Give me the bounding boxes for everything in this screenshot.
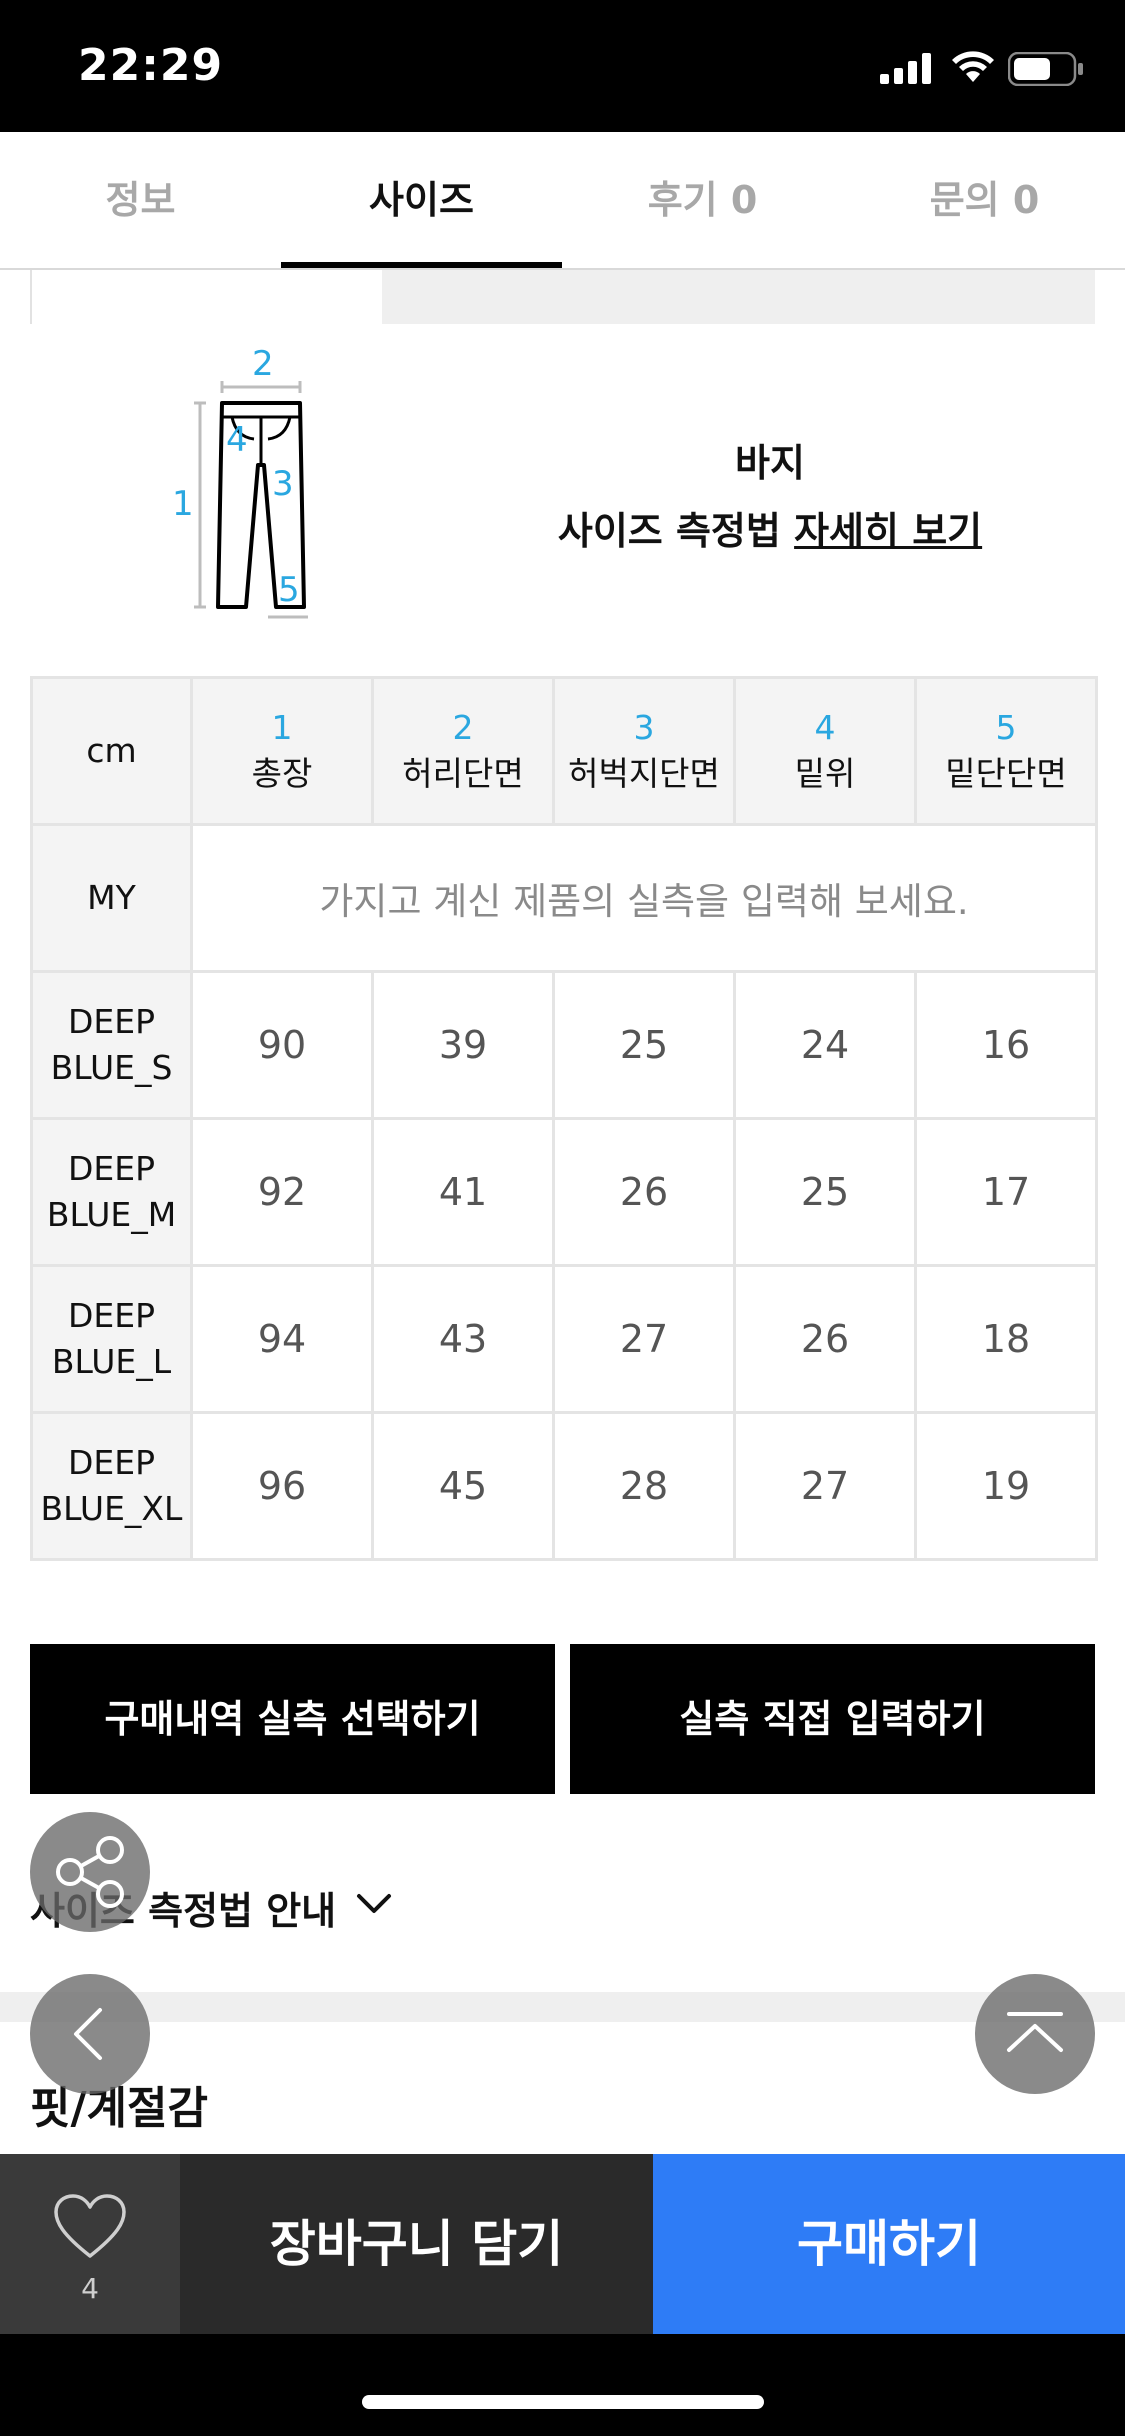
size-value: 24: [733, 970, 917, 1120]
home-indicator[interactable]: [362, 2395, 764, 2409]
size-value: 18: [914, 1264, 1098, 1414]
table-row: DEEP BLUE_XL 96 45 28 27 19: [30, 1411, 1098, 1561]
column-header: 1 총장: [190, 676, 374, 826]
size-value: 45: [371, 1411, 555, 1561]
size-value: 43: [371, 1264, 555, 1414]
like-button[interactable]: 4: [0, 2154, 180, 2334]
size-value: 41: [371, 1117, 555, 1267]
table-row: DEEP BLUE_M 92 41 26 25 17: [30, 1117, 1098, 1267]
size-value: 94: [190, 1264, 374, 1414]
measure-number-5: 5: [278, 570, 300, 610]
pants-measurement-diagram: 1 2 3 4 5: [172, 345, 308, 619]
tab-questions[interactable]: 문의 0: [929, 178, 1040, 222]
home-indicator-area: [0, 2334, 1125, 2436]
cellular-signal-icon: [880, 53, 931, 84]
battery-icon: [1008, 52, 1083, 86]
size-table: cm 1 총장 2 허리단면 3 허벅지단면 4 밑위 5 밑단단면 MY 가지고 계신 …: [30, 676, 1098, 1561]
size-value: 27: [733, 1411, 917, 1561]
table-row: DEEP BLUE_S 90 39 25 24 16: [30, 970, 1098, 1120]
table-header-row: cm 1 총장 2 허리단면 3 허벅지단면 4 밑위 5 밑단단면: [30, 676, 1098, 826]
measurement-guide-text: 사이즈 측정법: [557, 509, 781, 553]
heart-icon: [54, 2194, 126, 2258]
status-time: 22:29: [78, 40, 224, 91]
size-option-tab-right[interactable]: [382, 270, 1095, 324]
table-row: DEEP BLUE_L 94 43 27 26 18: [30, 1264, 1098, 1414]
chevron-left-icon: [74, 2008, 102, 2060]
tab-info[interactable]: 정보: [105, 178, 176, 222]
size-option-tab-left[interactable]: [30, 270, 386, 324]
status-bar: 22:29: [0, 0, 1125, 132]
product-type-label: 바지: [735, 441, 805, 485]
size-value: 26: [733, 1264, 917, 1414]
column-header: 2 허리단면: [371, 676, 555, 826]
chevron-down-icon[interactable]: [356, 1893, 392, 1915]
my-size-input-hint[interactable]: 가지고 계신 제품의 실측을 입력해 보세요.: [190, 823, 1098, 973]
size-value: 39: [371, 970, 555, 1120]
size-value: 16: [914, 970, 1098, 1120]
purchase-history-measure-button[interactable]: 구매내역 실측 선택하기: [30, 1644, 555, 1794]
size-value: 26: [552, 1117, 736, 1267]
active-tab-indicator: [281, 262, 562, 268]
size-value: 19: [914, 1411, 1098, 1561]
measurement-guide-link[interactable]: 자세히 보기: [794, 509, 983, 553]
column-header: 5 밑단단면: [914, 676, 1098, 826]
size-value: 90: [190, 970, 374, 1120]
add-to-cart-button[interactable]: 장바구니 담기: [180, 2154, 653, 2334]
fit-season-section-title: 핏/계절감: [30, 2083, 208, 2134]
column-header: 4 밑위: [733, 676, 917, 826]
size-value: 25: [552, 970, 736, 1120]
measure-number-4: 4: [226, 420, 248, 460]
size-value: 28: [552, 1411, 736, 1561]
like-count: 4: [81, 2272, 99, 2305]
unit-cell: cm: [30, 676, 193, 826]
scroll-to-top-button[interactable]: [975, 1974, 1095, 2094]
measure-number-1: 1: [172, 484, 194, 524]
size-value: 17: [914, 1117, 1098, 1267]
back-button[interactable]: [30, 1974, 150, 2094]
tab-reviews[interactable]: 후기 0: [647, 178, 758, 222]
size-value: 25: [733, 1117, 917, 1267]
measurement-guide-line: 사이즈 측정법 자세히 보기: [550, 500, 990, 555]
section-divider: [0, 1992, 1125, 2022]
share-icon: [56, 1836, 124, 1908]
size-value: 96: [190, 1411, 374, 1561]
tab-size[interactable]: 사이즈: [369, 178, 474, 222]
product-tabs: 정보 사이즈 후기 0 문의 0: [0, 132, 1125, 270]
measure-number-2: 2: [252, 345, 274, 384]
wifi-icon: [952, 51, 994, 82]
size-name: DEEP BLUE_M: [30, 1117, 193, 1267]
my-size-row: MY 가지고 계신 제품의 실측을 입력해 보세요.: [30, 823, 1098, 973]
size-name: DEEP BLUE_S: [30, 970, 193, 1120]
share-button[interactable]: [30, 1812, 150, 1932]
buy-now-button[interactable]: 구매하기: [653, 2154, 1125, 2334]
size-value: 27: [552, 1264, 736, 1414]
size-name: DEEP BLUE_L: [30, 1264, 193, 1414]
direct-measure-input-button[interactable]: 실측 직접 입력하기: [570, 1644, 1095, 1794]
bottom-action-bar: 4 장바구니 담기 구매하기: [0, 2154, 1125, 2334]
my-label: MY: [30, 823, 193, 973]
size-name: DEEP BLUE_XL: [30, 1411, 193, 1561]
size-value: 92: [190, 1117, 374, 1267]
column-header: 3 허벅지단면: [552, 676, 736, 826]
measure-number-3: 3: [272, 464, 294, 504]
arrow-up-icon: [1007, 2012, 1063, 2052]
